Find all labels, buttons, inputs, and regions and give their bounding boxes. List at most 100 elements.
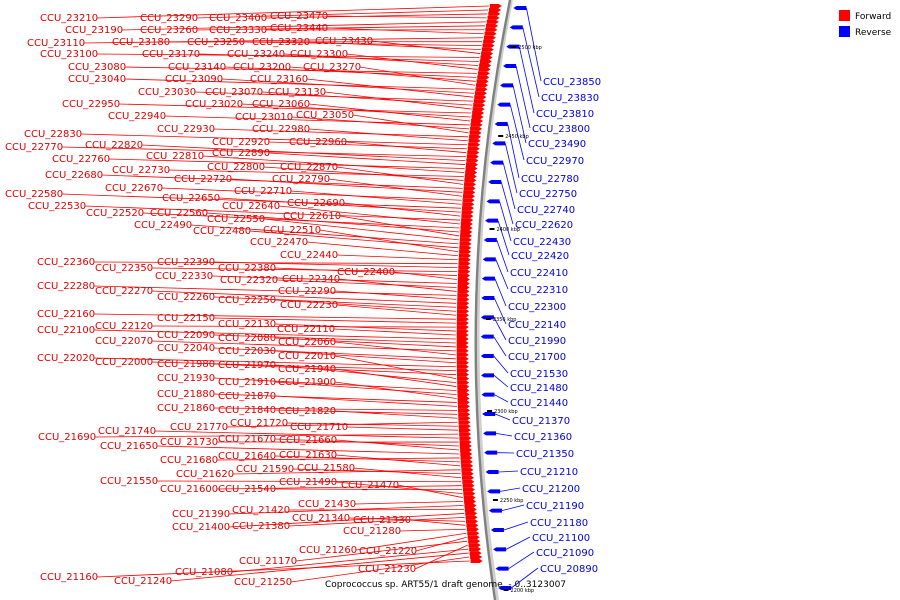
reverse-connector-line xyxy=(500,181,514,225)
forward-connector-line xyxy=(224,66,477,78)
forward-gene-label: CCU_23290 xyxy=(140,13,198,24)
forward-connector-line xyxy=(218,197,461,213)
forward-gene-feature xyxy=(474,91,487,96)
reverse-gene-feature xyxy=(490,160,504,165)
forward-gene-label: CCU_22640 xyxy=(222,201,280,212)
reverse-connector-line xyxy=(503,521,529,531)
forward-gene-feature xyxy=(466,154,479,159)
reverse-gene-feature xyxy=(480,334,494,339)
forward-gene-label: CCU_22530 xyxy=(28,201,86,212)
reverse-connector-line xyxy=(501,504,525,512)
forward-connector-line xyxy=(168,169,464,177)
map-caption: Coprococcus sp. ART55/1 draft genome. - … xyxy=(325,580,566,590)
forward-gene-feature xyxy=(460,222,473,227)
forward-connector-line xyxy=(290,556,470,583)
forward-gene-feature xyxy=(465,515,478,520)
forward-gene-feature xyxy=(464,503,477,508)
forward-connector-line xyxy=(80,133,468,146)
forward-gene-label: CCU_23250 xyxy=(187,37,245,48)
reverse-gene-feature xyxy=(483,431,497,436)
reverse-gene-label: CCU_22750 xyxy=(519,189,577,200)
forward-connector-line xyxy=(292,468,461,475)
forward-gene-label: CCU_21840 xyxy=(218,405,276,416)
forward-connector-line xyxy=(274,488,462,491)
forward-gene-feature xyxy=(458,428,471,433)
forward-gene-feature xyxy=(469,130,482,135)
forward-gene-feature xyxy=(468,138,481,143)
forward-gene-feature xyxy=(458,424,471,429)
forward-connector-line xyxy=(265,13,488,19)
forward-gene-label: CCU_22940 xyxy=(108,111,166,122)
forward-gene-label: CCU_22250 xyxy=(218,295,276,306)
forward-connector-line xyxy=(334,290,457,300)
forward-gene-label: CCU_21690 xyxy=(38,432,96,443)
forward-gene-label: CCU_22670 xyxy=(105,183,163,194)
forward-connector-line xyxy=(333,328,456,336)
forward-gene-label: CCU_22550 xyxy=(207,214,265,225)
forward-gene-feature xyxy=(459,436,472,441)
forward-connector-line xyxy=(230,178,463,193)
forward-gene-feature xyxy=(473,103,486,108)
scale-tick-mark xyxy=(498,135,504,137)
forward-gene-feature xyxy=(458,420,471,425)
forward-gene-label: CCU_21550 xyxy=(100,476,158,487)
forward-gene-label: CCU_21930 xyxy=(157,373,215,384)
forward-gene-label: CCU_23040 xyxy=(68,74,126,85)
forward-gene-label: CCU_22280 xyxy=(37,281,95,292)
reverse-connector-lines xyxy=(493,7,542,589)
forward-gene-label: CCU_22110 xyxy=(277,324,335,335)
reverse-gene-feature xyxy=(482,412,496,416)
forward-gene-feature xyxy=(465,166,478,171)
forward-gene-label: CCU_22650 xyxy=(162,193,220,204)
forward-gene-label: CCU_23060 xyxy=(252,99,310,110)
forward-gene-feature xyxy=(456,317,469,322)
reverse-connector-line xyxy=(498,470,519,473)
forward-gene-label: CCU_21970 xyxy=(218,360,276,371)
reverse-gene-label: CCU_23490 xyxy=(528,139,586,150)
forward-gene-feature xyxy=(457,301,470,306)
reverse-gene-label: CCU_21200 xyxy=(522,484,580,495)
reverse-gene-label: CCU_23850 xyxy=(543,77,601,88)
forward-gene-label: CCU_22950 xyxy=(62,99,120,110)
reverse-gene-label: CCU_21370 xyxy=(512,416,570,427)
forward-gene-feature xyxy=(475,87,488,92)
forward-connector-line xyxy=(319,229,459,253)
forward-gene-label: CCU_22520 xyxy=(86,208,144,219)
forward-gene-label: CCU_23170 xyxy=(142,49,200,60)
forward-gene-feature xyxy=(470,559,483,563)
reverse-gene-label: CCU_21990 xyxy=(508,336,566,347)
reverse-gene-label: CCU_21180 xyxy=(530,518,588,529)
forward-gene-label: CCU_22580 xyxy=(5,189,63,200)
forward-gene-feature xyxy=(463,186,476,191)
forward-gene-feature xyxy=(461,214,474,219)
scale-tick-label: 2400 kbp xyxy=(496,227,520,233)
forward-connector-line xyxy=(196,25,486,31)
forward-gene-label: CCU_22810 xyxy=(146,151,204,162)
forward-connector-line xyxy=(263,218,459,241)
forward-gene-feature xyxy=(456,313,469,318)
forward-gene-label: CCU_22800 xyxy=(207,162,265,173)
forward-connector-line xyxy=(348,517,466,522)
reverse-gene-label: CCU_21440 xyxy=(510,398,568,409)
forward-gene-feature xyxy=(456,337,469,341)
reverse-gene-feature xyxy=(481,276,495,281)
forward-gene-feature xyxy=(460,233,473,238)
forward-gene-feature xyxy=(481,51,494,56)
forward-gene-label: CCU_22150 xyxy=(157,313,215,324)
forward-connector-line xyxy=(221,78,474,94)
forward-gene-feature xyxy=(472,107,485,112)
forward-connector-line xyxy=(142,212,460,229)
forward-connector-line xyxy=(151,290,457,304)
forward-gene-label: CCU_22090 xyxy=(157,330,215,341)
reverse-gene-label: CCU_23830 xyxy=(541,93,599,104)
forward-gene-label: CCU_22350 xyxy=(95,263,153,274)
forward-connector-line xyxy=(211,275,457,284)
reverse-gene-feature xyxy=(481,392,495,397)
forward-connector-line xyxy=(346,426,458,431)
forward-gene-label: CCU_22560 xyxy=(150,208,208,219)
forward-gene-label: CCU_21250 xyxy=(234,577,292,588)
forward-connector-line xyxy=(289,66,476,82)
forward-connector-line xyxy=(338,278,457,292)
forward-gene-feature xyxy=(474,95,487,100)
reverse-connector-line xyxy=(493,317,507,341)
